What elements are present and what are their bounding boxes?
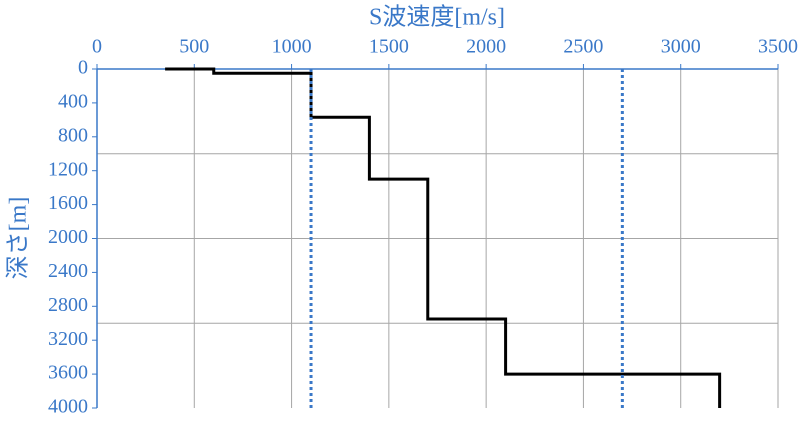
x-tick-label: 3000: [661, 36, 701, 58]
data-line: [165, 67, 722, 408]
y-tick-label: 1200: [48, 158, 88, 180]
y-axis-title: 深さ[m]: [5, 197, 32, 280]
y-tick-label: 2800: [48, 294, 88, 316]
y-tick-label: 800: [58, 124, 88, 146]
x-tick-label: 1500: [369, 36, 409, 58]
y-tick-label: 3200: [48, 328, 88, 350]
y-tick-label: 2400: [48, 260, 88, 282]
y-tick-label: 0: [78, 57, 88, 79]
x-tick-label: 2000: [466, 36, 506, 58]
x-axis-title: S波速度[m/s]: [369, 4, 505, 31]
y-tick-label: 400: [58, 90, 88, 112]
y-tick-label: 2000: [48, 226, 88, 248]
y-tick-label: 1600: [48, 192, 88, 214]
x-tick-label: 0: [92, 36, 102, 58]
x-tick-label: 1000: [272, 36, 312, 58]
y-tick-label: 4000: [48, 396, 88, 418]
x-tick-label: 500: [179, 36, 209, 58]
x-tick-label: 3500: [758, 36, 798, 58]
x-tick-label: 2500: [563, 36, 603, 58]
y-tick-label: 3600: [48, 362, 88, 384]
